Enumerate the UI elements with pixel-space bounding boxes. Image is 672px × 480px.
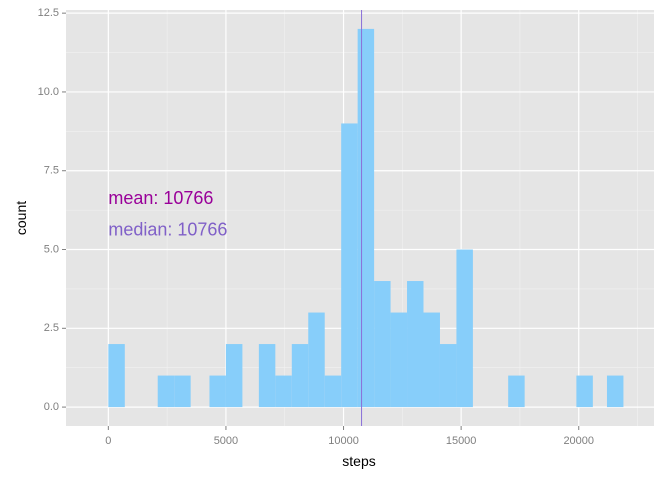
histogram-bar	[308, 312, 325, 408]
x-axis: 0 5000 10000 15000 20000	[105, 426, 594, 447]
histogram-bar	[407, 281, 424, 408]
histogram-bar	[456, 249, 473, 408]
histogram-bar	[508, 375, 525, 408]
histogram-bar	[108, 344, 125, 408]
y-tick-label: 0.0	[44, 401, 59, 413]
histogram-bar	[576, 375, 593, 408]
x-tick-label: 10000	[328, 435, 359, 447]
histogram-bar	[275, 375, 292, 408]
annotation-label: mean: 10766	[108, 188, 213, 208]
histogram-bar	[390, 312, 408, 408]
histogram-bar	[341, 123, 358, 408]
y-tick-label: 2.5	[44, 322, 59, 334]
x-tick-label: 5000	[214, 435, 238, 447]
y-tick-label: 12.5	[38, 7, 59, 19]
annotations: mean: 10766 median: 10766	[108, 188, 227, 240]
y-axis: 0.0 2.5 5.0 7.5 10.0 12.5	[38, 7, 66, 413]
histogram-bar	[258, 344, 276, 408]
histogram-bar	[157, 375, 175, 408]
x-tick-label: 20000	[563, 435, 594, 447]
histogram-bar	[606, 375, 624, 408]
histogram-bar	[209, 375, 226, 408]
x-axis-title: steps	[342, 453, 375, 469]
y-tick-label: 5.0	[44, 243, 59, 255]
y-tick-label: 10.0	[38, 86, 59, 98]
annotation-label: median: 10766	[108, 219, 227, 239]
histogram-bar	[324, 375, 342, 408]
histogram-bar	[357, 28, 375, 408]
x-tick-label: 15000	[446, 435, 477, 447]
y-tick-label: 7.5	[44, 165, 59, 177]
x-tick-label: 0	[105, 435, 111, 447]
histogram-bar	[374, 281, 391, 408]
histogram-bar	[439, 344, 457, 408]
histogram-bar	[423, 312, 440, 408]
histogram-bar	[174, 375, 191, 408]
histogram-bar	[291, 344, 309, 408]
y-axis-title: count	[13, 201, 29, 235]
histogram-bar	[225, 344, 243, 408]
